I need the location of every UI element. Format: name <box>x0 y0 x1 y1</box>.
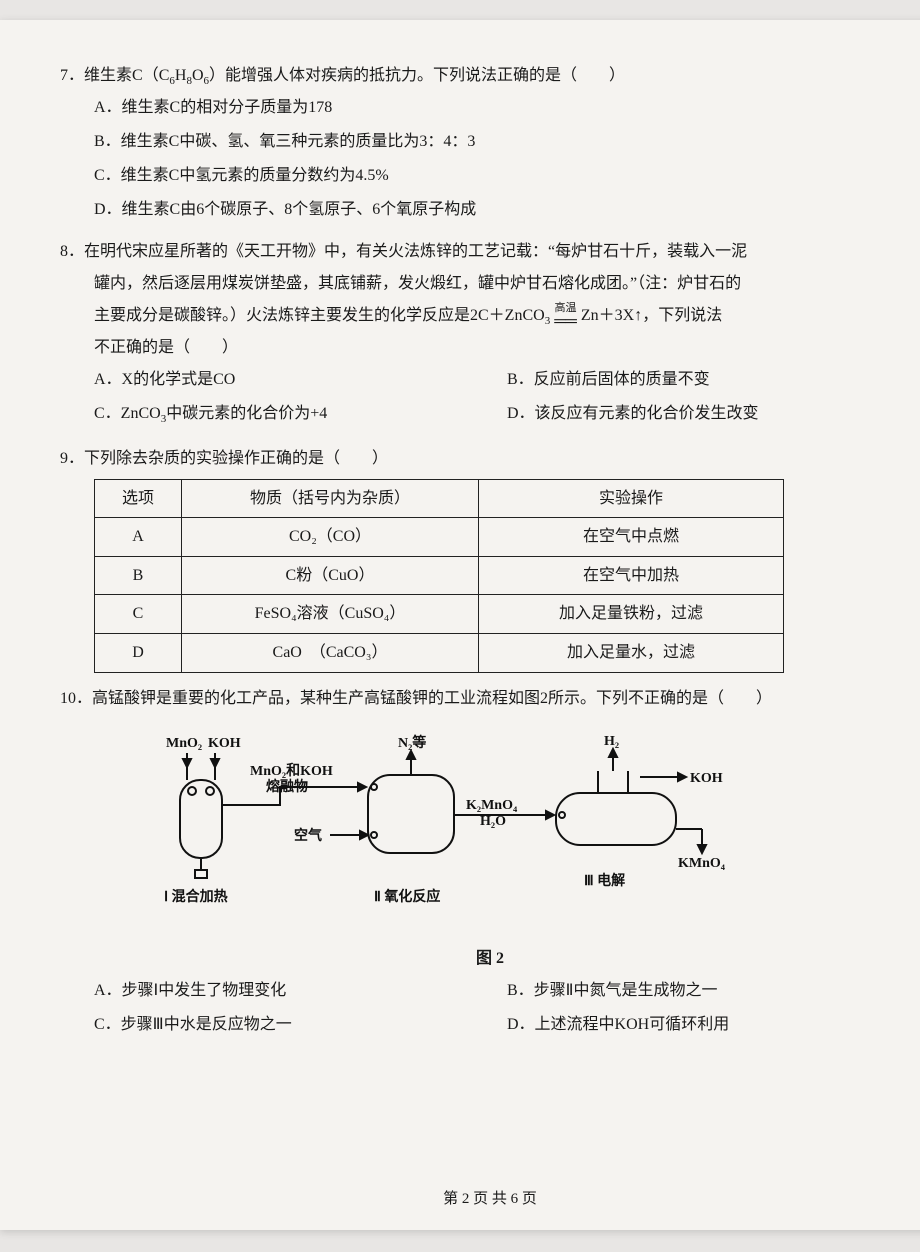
q8-D: D．该反应有元素的化合价发生改变 <box>507 398 920 430</box>
question-9: 9．下列除去杂质的实验操作正确的是（ ） 选项 物质（括号内为杂质） 实验操作 … <box>60 443 920 673</box>
q7-B: B．维生素C中碳、氢、氧三种元素的质量比为3：4：3 <box>94 126 920 158</box>
lbl: MnO₂和KOH <box>250 763 333 779</box>
q8-A: A．X的化学式是CO <box>94 364 507 396</box>
td: FeSO₄溶液（CuSO₄） <box>182 595 479 634</box>
q8-stem: 8．在明代宋应星所著的《天工开物》中，有关火法炼锌的工艺记载：“每炉甘石十斤，装… <box>60 236 920 364</box>
figure-2-diagram: MnO₂ KOH MnO₂和KOH 熔融物 空气 N₂等 K₂MnO₄ H₂O … <box>130 725 750 925</box>
q8-B: B．反应前后固体的质量不变 <box>507 364 920 396</box>
td: 加入足量水，过滤 <box>479 633 784 672</box>
lbl: KOH <box>690 771 723 786</box>
t: 维生素C（C <box>84 67 169 84</box>
td: 在空气中加热 <box>479 556 784 595</box>
reaction-arrow: 高温══ <box>554 303 577 330</box>
q7-D: D．维生素C由6个碳原子、8个氢原子、6个氧原子构成 <box>94 194 920 226</box>
t: H <box>175 67 187 84</box>
page: 7．维生素C（C6H8O6）能增强人体对疾病的抵抗力。下列说法正确的是（ ） A… <box>0 20 920 1230</box>
q10-B: B．步骤Ⅱ中氮气是生成物之一 <box>507 975 920 1007</box>
t: 在明代宋应星所著的《天工开物》中，有关火法炼锌的工艺记载：“每炉甘石十斤，装载入… <box>84 243 747 260</box>
t: Zn＋3X↑，下列说法 <box>581 307 722 324</box>
lbl: KOH <box>208 736 241 751</box>
table-row: DCaO （CaCO₃）加入足量水，过滤 <box>95 633 784 672</box>
lbl: Ⅲ 电解 <box>584 872 625 889</box>
th: 物质（括号内为杂质） <box>182 479 479 518</box>
q7-stem: 7．维生素C（C6H8O6）能增强人体对疾病的抵抗力。下列说法正确的是（ ） <box>60 60 920 92</box>
question-10: 10．高锰酸钾是重要的化工产品，某种生产高锰酸钾的工业流程如图2所示。下列不正确… <box>60 683 920 1043</box>
lbl: N₂等 <box>398 734 426 751</box>
t: ══ <box>554 314 577 330</box>
td: 加入足量铁粉，过滤 <box>479 595 784 634</box>
lbl: K₂MnO₄ <box>466 798 518 813</box>
td: B <box>95 556 182 595</box>
table-row: 选项 物质（括号内为杂质） 实验操作 <box>95 479 784 518</box>
page-footer: 第 2 页 共 6 页 <box>0 1184 920 1214</box>
td: 在空气中点燃 <box>479 518 784 557</box>
q9-num: 9． <box>60 450 84 467</box>
table-row: CFeSO₄溶液（CuSO₄）加入足量铁粉，过滤 <box>95 595 784 634</box>
t: 中碳元素的化合价为+4 <box>166 405 327 422</box>
lbl: 空气 <box>294 827 322 844</box>
lbl: MnO₂ <box>166 736 202 751</box>
t: O <box>192 67 204 84</box>
q8-C: C．ZnCO3中碳元素的化合价为+4 <box>94 398 507 430</box>
q7-A: A．维生素C的相对分子质量为178 <box>94 92 920 124</box>
q10-stem: 高锰酸钾是重要的化工产品，某种生产高锰酸钾的工业流程如图2所示。下列不正确的是（… <box>92 690 772 707</box>
q9-table: 选项 物质（括号内为杂质） 实验操作 ACO₂（CO）在空气中点燃 BC粉（Cu… <box>94 479 784 673</box>
q8-options: A．X的化学式是CO B．反应前后固体的质量不变 C．ZnCO3中碳元素的化合价… <box>94 364 920 432</box>
question-7: 7．维生素C（C6H8O6）能增强人体对疾病的抵抗力。下列说法正确的是（ ） A… <box>60 60 920 226</box>
t: C．ZnCO <box>94 405 161 422</box>
t: 不正确的是（ ） <box>94 339 238 356</box>
lbl: Ⅱ 氧化反应 <box>374 888 440 905</box>
q7-options: A．维生素C的相对分子质量为178 B．维生素C中碳、氢、氧三种元素的质量比为3… <box>94 92 920 226</box>
table-row: ACO₂（CO）在空气中点燃 <box>95 518 784 557</box>
t: ）能增强人体对疾病的抵抗力。下列说法正确的是（ ） <box>209 67 625 84</box>
table-row: BC粉（CuO）在空气中加热 <box>95 556 784 595</box>
td: D <box>95 633 182 672</box>
q10-options: A．步骤Ⅰ中发生了物理变化 B．步骤Ⅱ中氮气是生成物之一 C．步骤Ⅲ中水是反应物… <box>94 975 920 1043</box>
t: 罐内，然后逐层用煤炭饼垫盛，其底铺薪，发火煅红，罐中炉甘石熔化成团。”（注：炉甘… <box>94 275 741 292</box>
q8-num: 8． <box>60 243 84 260</box>
figure-caption: 图 2 <box>60 943 920 975</box>
t: 主要成分是碳酸锌。）火法炼锌主要发生的化学反应是2C＋ZnCO <box>94 307 545 324</box>
td: CO₂（CO） <box>182 518 479 557</box>
lbl: H₂O <box>480 814 506 829</box>
td: C粉（CuO） <box>182 556 479 595</box>
lbl: Ⅰ 混合加热 <box>164 888 228 905</box>
th: 实验操作 <box>479 479 784 518</box>
q7-C: C．维生素C中氢元素的质量分数约为4.5% <box>94 160 920 192</box>
td: CaO （CaCO₃） <box>182 633 479 672</box>
lbl: 熔融物 <box>266 778 308 795</box>
q10-D: D．上述流程中KOH可循环利用 <box>507 1009 920 1041</box>
question-8: 8．在明代宋应星所著的《天工开物》中，有关火法炼锌的工艺记载：“每炉甘石十斤，装… <box>60 236 920 432</box>
td: A <box>95 518 182 557</box>
q10-C: C．步骤Ⅲ中水是反应物之一 <box>94 1009 507 1041</box>
q7-num: 7． <box>60 67 84 84</box>
q9-stem: 下列除去杂质的实验操作正确的是（ ） <box>84 450 388 467</box>
th: 选项 <box>95 479 182 518</box>
td: C <box>95 595 182 634</box>
t: 3 <box>545 315 551 327</box>
q10-A: A．步骤Ⅰ中发生了物理变化 <box>94 975 507 1007</box>
q10-num: 10． <box>60 690 92 707</box>
lbl: KMnO₄ <box>678 856 726 871</box>
lbl: H₂ <box>604 734 619 749</box>
